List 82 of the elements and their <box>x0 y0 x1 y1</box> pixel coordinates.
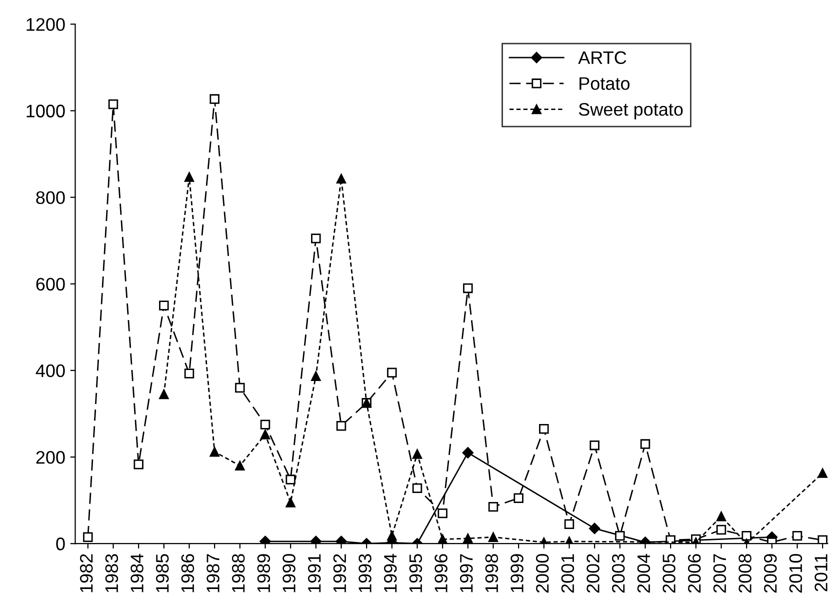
x-tick-label: 2004 <box>637 554 650 593</box>
point <box>438 508 448 518</box>
y-tick-label: 400 <box>36 364 65 378</box>
point <box>260 430 270 440</box>
y-tick-label: 1200 <box>26 18 65 31</box>
y-tick-label: 1000 <box>26 104 65 118</box>
point <box>311 371 321 381</box>
x-tick-label: 2009 <box>764 554 777 593</box>
point <box>615 530 625 541</box>
x-tick-label: 1989 <box>257 554 270 592</box>
x-tick-label: 1985 <box>156 554 169 592</box>
x-tick-label: 2006 <box>688 554 701 593</box>
point <box>210 94 220 104</box>
point <box>463 283 473 294</box>
point <box>336 174 346 184</box>
point <box>463 534 473 544</box>
x-tick-label: 1994 <box>384 554 397 592</box>
x-tick-label: 2000 <box>536 554 549 593</box>
x-tick-label: 1993 <box>358 554 372 592</box>
point <box>108 99 118 110</box>
x-tick-label: 1986 <box>181 554 194 592</box>
point <box>818 468 828 478</box>
point <box>640 439 650 449</box>
point <box>387 530 397 541</box>
point <box>590 440 600 450</box>
x-tick-label: 2011 <box>814 554 828 592</box>
legend-label: ARTC <box>578 51 626 64</box>
point <box>488 532 498 542</box>
legend-label: Sweet potato <box>578 102 683 120</box>
point <box>235 382 245 393</box>
point <box>412 483 422 494</box>
point <box>311 234 321 244</box>
y-tick-label: 200 <box>36 450 65 464</box>
point <box>514 493 524 504</box>
point <box>260 420 270 430</box>
point <box>159 300 169 310</box>
x-tick-label: 1982 <box>80 554 93 592</box>
x-tick-label: 1983 <box>105 554 118 592</box>
point <box>564 519 574 529</box>
x-tick-label: 1992 <box>333 554 346 592</box>
point <box>716 511 726 522</box>
x-tick-label: 1998 <box>485 554 498 592</box>
point <box>588 522 600 534</box>
x-tick-label: 1997 <box>460 554 473 592</box>
x-tick-label: 2005 <box>662 554 676 593</box>
x-tick-label: 2010 <box>789 554 802 593</box>
point <box>235 460 245 471</box>
point <box>742 530 752 541</box>
point <box>83 532 93 542</box>
x-tick-label: 1996 <box>434 554 448 592</box>
x-tick-label: 1990 <box>282 554 296 592</box>
point <box>539 424 549 434</box>
point <box>286 498 296 508</box>
x-tick-label: 1991 <box>308 554 321 592</box>
point <box>792 530 802 541</box>
legend-label: Potato <box>580 77 630 90</box>
x-tick-label: 2003 <box>612 554 625 593</box>
point <box>462 447 474 458</box>
point <box>818 535 828 544</box>
x-tick-label: 2008 <box>738 554 752 593</box>
point <box>286 474 296 484</box>
x-tick-label: 2007 <box>713 554 726 593</box>
x-tick-label: 1995 <box>409 554 422 592</box>
x-tick-label: 1984 <box>130 554 144 592</box>
point <box>488 502 498 512</box>
x-tick-label: 2001 <box>561 554 574 593</box>
x-tick-label: 1999 <box>510 554 524 592</box>
point <box>184 172 194 182</box>
point <box>134 460 144 470</box>
point <box>412 449 422 459</box>
point <box>387 368 397 378</box>
y-tick-label: 800 <box>36 191 65 204</box>
x-tick-label: 1987 <box>206 554 220 592</box>
point <box>184 368 194 378</box>
point <box>210 446 220 457</box>
point <box>336 421 346 431</box>
point <box>159 389 169 400</box>
point <box>716 524 726 535</box>
x-tick-label: 1988 <box>232 554 245 592</box>
y-tick-label: 0 <box>56 538 65 550</box>
y-tick-label: 600 <box>36 278 65 291</box>
x-tick-label: 2002 <box>586 554 600 593</box>
